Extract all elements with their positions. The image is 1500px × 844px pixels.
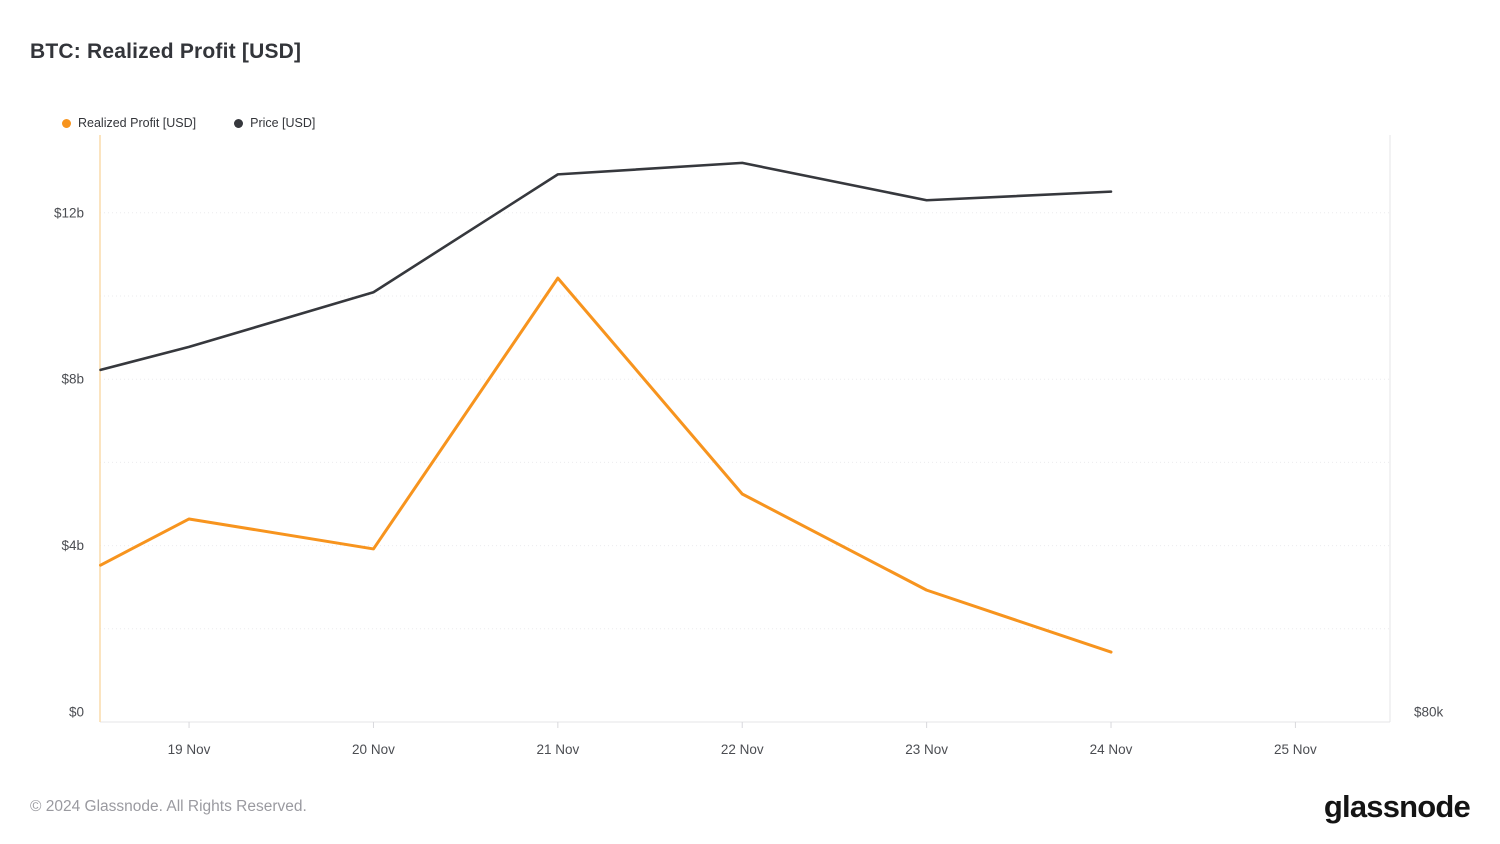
y-axis-label: $0 [69,705,84,720]
legend: Realized Profit [USD] Price [USD] [62,116,315,130]
x-axis-label: 25 Nov [1274,742,1317,757]
x-axis-label: 21 Nov [536,742,579,757]
x-axis-label: 20 Nov [352,742,395,757]
glassnode-logo: glassnode [1323,789,1471,824]
copyright-text: © 2024 Glassnode. All Rights Reserved. [30,798,307,815]
legend-marker-price-icon [234,118,244,128]
right-axis-label: $80k [1414,705,1444,720]
x-axis-label: 19 Nov [168,742,211,757]
price-line [99,161,1113,372]
legend-item-price[interactable]: Price [USD] [234,116,315,130]
chart-plot[interactable]: 19 Nov 20 Nov 21 Nov 22 Nov 23 Nov 24 Nov 25 N… [0,128,1500,776]
realized-profit-line [99,276,1113,654]
x-axis-label: 23 Nov [905,742,948,757]
legend-item-realized-profit[interactable]: Realized Profit [USD] [62,116,196,130]
legend-item-label: Realized Profit [USD] [78,116,197,130]
page-title: BTC: Realized Profit [USD] [30,40,302,63]
legend-item-label: Price [USD] [250,116,316,130]
y-axis-label: $4b [61,538,84,553]
y-axis-label: $12b [54,205,84,220]
y-axis-label: $8b [61,372,84,387]
footer: © 2024 Glassnode. All Rights Reserved. g… [30,786,1471,828]
x-axis-label: 22 Nov [721,742,764,757]
legend-marker-realized-profit-icon [62,118,71,128]
x-axis-label: 24 Nov [1090,742,1133,757]
